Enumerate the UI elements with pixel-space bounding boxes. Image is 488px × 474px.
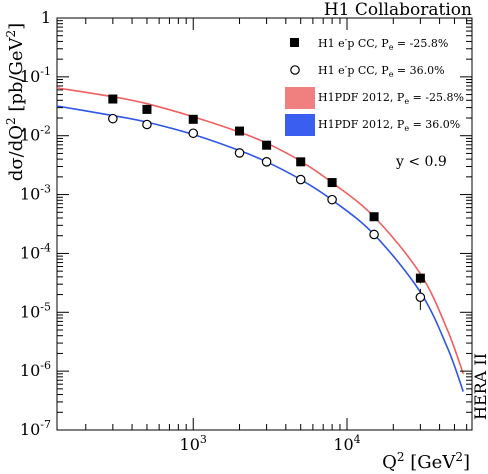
data-point-open-circle xyxy=(415,292,426,303)
legend-label-0: H1 e-p CC, Pe = -25.8% xyxy=(318,35,448,52)
legend-band-red xyxy=(285,87,315,109)
y-tick-label: 1 xyxy=(41,8,51,27)
cut-label: y < 0.9 xyxy=(395,154,447,170)
data-point-open-circle xyxy=(142,119,152,130)
y-tick-label: 10-1 xyxy=(20,65,51,86)
chart-title: H1 Collaboration xyxy=(324,0,472,20)
data-point-open-circle xyxy=(369,229,379,240)
side-label: HERA II xyxy=(471,353,488,420)
data-point-open-circle xyxy=(261,157,272,167)
data-point-filled-square xyxy=(142,104,152,114)
y-axis-label: dσ/dQ2 [pb/GeV2] xyxy=(4,23,27,181)
legend-label-3: H1PDF 2012, Pe = 36.0% xyxy=(318,118,460,133)
legend-item-3: H1PDF 2012, Pe = 36.0% xyxy=(285,114,460,136)
data-point-open-circle xyxy=(295,174,306,185)
y-tick-label: 10-3 xyxy=(20,183,51,204)
data-point-filled-square xyxy=(262,140,272,150)
x-tick-label: 103 xyxy=(180,433,207,454)
legend-item-1: H1 e-p CC, Pe = 36.0% xyxy=(290,62,445,79)
legend-marker-open-circle xyxy=(290,65,300,75)
data-point-filled-square xyxy=(235,126,245,136)
y-tick-label: 10-4 xyxy=(20,241,51,262)
data-point-open-circle xyxy=(327,194,337,205)
data-point-filled-square xyxy=(188,114,198,124)
data-point-filled-square xyxy=(415,273,425,283)
x-tick-label: 104 xyxy=(333,433,360,454)
y-tick-label: 10-7 xyxy=(20,418,51,439)
legend-item-2: H1PDF 2012, Pe = -25.8% xyxy=(285,87,464,109)
data-point-open-circle xyxy=(108,113,118,124)
plot-frame xyxy=(56,17,473,431)
legend-item-0: H1 e-p CC, Pe = -25.8% xyxy=(290,35,448,52)
data-point-filled-square xyxy=(327,178,337,188)
y-tick-label: 10-5 xyxy=(20,300,51,321)
data-point-filled-square xyxy=(108,94,118,104)
y-tick-label: 10-2 xyxy=(20,124,51,145)
legend-band-blue xyxy=(285,114,315,136)
legend-marker-filled-square xyxy=(290,38,299,47)
data-point-filled-square xyxy=(296,157,306,167)
legend: H1 e-p CC, Pe = -25.8% H1 e-p CC, Pe = 3… xyxy=(285,35,464,136)
data-point-open-circle xyxy=(188,128,199,139)
x-axis-label: Q2 [GeV2] xyxy=(382,450,470,473)
legend-label-2: H1PDF 2012, Pe = -25.8% xyxy=(318,91,464,106)
legend-label-1: H1 e-p CC, Pe = 36.0% xyxy=(318,62,445,79)
y-tick-label: 10-6 xyxy=(20,359,51,380)
data-point-open-circle xyxy=(234,148,245,158)
data-point-filled-square xyxy=(369,212,379,222)
